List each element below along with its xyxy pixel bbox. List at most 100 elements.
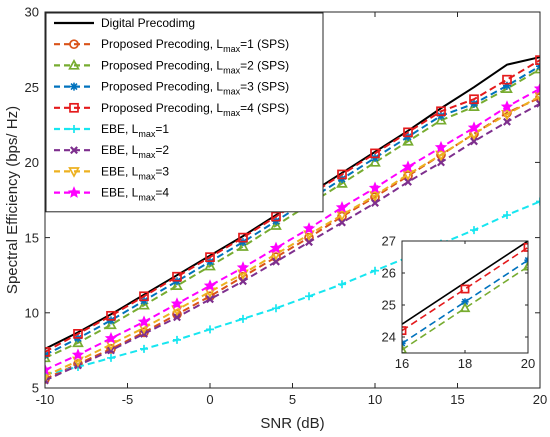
legend-box — [45, 12, 324, 213]
data-point-s5-12 — [403, 127, 413, 138]
data-point-s6-6 — [206, 325, 214, 334]
legend-text-subscript: max — [138, 129, 156, 139]
data-point-s4-3 — [522, 260, 528, 271]
legend-text-subscript: max — [223, 87, 241, 97]
data-point-s7-13 — [437, 158, 445, 167]
legend-text-main: Proposed Precoding, L — [101, 58, 223, 72]
data-point-s5-10 — [337, 169, 347, 180]
x-tick-label: 15 — [450, 392, 464, 407]
legend-text-main: EBE, L — [101, 122, 139, 136]
data-point-s6-16 — [536, 197, 540, 206]
legend-label-5: Proposed Precoding, Lmax=4 (SPS) — [101, 101, 289, 118]
series-line-4 — [402, 265, 528, 351]
data-point-s6-5 — [173, 335, 181, 344]
data-point-s6-11 — [371, 266, 379, 275]
x-tick-label: 20 — [521, 356, 535, 371]
data-point-s7-10 — [338, 218, 346, 227]
series-line-1 — [402, 241, 528, 325]
legend-text-suffix: =3 (SPS) — [240, 80, 289, 94]
data-point-s7-8 — [272, 257, 280, 266]
data-point-s9-11 — [368, 181, 382, 194]
x-tick-label: 5 — [289, 392, 296, 407]
series-line-7 — [45, 102, 540, 382]
y-tick-label: 27 — [382, 233, 396, 248]
data-point-s9-13 — [434, 140, 448, 153]
legend-text-main: Proposed Precoding, L — [101, 101, 223, 115]
legend-text-suffix: =2 — [155, 143, 169, 157]
data-point-s9-14 — [467, 121, 481, 134]
data-point-s5-3 — [106, 310, 116, 321]
legend-marker-2 — [69, 39, 79, 50]
data-point-s9-12 — [401, 160, 415, 173]
data-point-s2-3 — [523, 242, 528, 252]
y-axis-label: Spectral Efficiency (bps/ Hz) — [4, 106, 21, 294]
x-tick-label: 10 — [368, 392, 382, 407]
legend-text-suffix: =1 (SPS) — [240, 37, 289, 51]
legend-marker-3 — [68, 59, 80, 70]
y-tick-label: 5 — [32, 381, 39, 396]
legend-label-3: Proposed Precoding, Lmax=2 (SPS) — [101, 58, 289, 75]
data-point-s9-15 — [500, 100, 514, 113]
series-group — [402, 241, 528, 353]
legend-label-2: Proposed Precoding, Lmax=1 (SPS) — [101, 37, 289, 54]
data-point-s7-6 — [206, 295, 214, 304]
legend-text-suffix: =2 (SPS) — [240, 58, 289, 72]
data-point-s5-13 — [436, 106, 446, 117]
data-point-s3-7 — [237, 240, 249, 251]
plot-area — [402, 241, 528, 353]
data-point-s3-5 — [171, 279, 183, 290]
data-point-s6-14 — [470, 226, 478, 235]
data-point-s3-10 — [336, 177, 348, 188]
data-point-s6-9 — [305, 292, 313, 301]
data-point-s8-10 — [336, 210, 348, 222]
data-point-s2-2 — [460, 284, 470, 294]
inset-plot: 16 18 20 24 25 26 27 — [382, 233, 536, 371]
data-point-s7-14 — [470, 137, 478, 146]
data-point-s7-5 — [173, 313, 181, 322]
data-point-s7-11 — [371, 199, 379, 207]
legend-label-7: EBE, Lmax=2 — [101, 143, 169, 160]
data-point-s7-15 — [503, 117, 511, 126]
data-point-s6-7 — [239, 314, 247, 323]
x-tick-label: 20 — [533, 392, 547, 407]
legend-marker-5 — [69, 102, 79, 113]
data-point-s9-16 — [533, 82, 540, 94]
data-point-s9-6 — [203, 279, 217, 291]
data-point-s9-2 — [71, 348, 85, 361]
legend-text-subscript: max — [138, 193, 156, 203]
legend-label-1: Digital Precodimg — [101, 16, 195, 30]
y-tick-label: 26 — [382, 265, 396, 280]
series-line-9 — [45, 87, 540, 371]
y-tick-label: 25 — [25, 80, 39, 95]
x-tick-label: -5 — [122, 392, 134, 407]
legend-marker-7 — [70, 146, 78, 155]
legend-text-subscript: max — [223, 44, 241, 54]
legend-text-main: Digital Precodimg — [101, 16, 195, 30]
series-line-3 — [402, 259, 528, 345]
y-tick-label: 15 — [25, 230, 39, 245]
data-point-s7-9 — [305, 238, 313, 247]
legend-text-subscript: max — [138, 150, 156, 160]
data-point-s7-7 — [239, 277, 247, 286]
data-point-s4-1 — [402, 343, 408, 353]
data-point-s5-7 — [238, 232, 248, 243]
data-point-s6-4 — [140, 344, 148, 353]
series-group — [45, 55, 540, 385]
data-point-s9-9 — [302, 222, 316, 234]
y-tick-label: 24 — [382, 329, 396, 344]
data-point-s3-6 — [204, 259, 216, 271]
legend-text-main: Proposed Precoding, L — [101, 80, 223, 94]
data-point-s3-3 — [105, 318, 117, 330]
data-point-s8-11 — [369, 191, 381, 202]
data-point-s8-15 — [501, 110, 513, 121]
data-point-s5-5 — [172, 271, 182, 282]
legend-marker-6 — [70, 125, 78, 133]
x-tick-label: 18 — [458, 356, 472, 371]
data-point-s3-8 — [270, 219, 282, 230]
data-point-s9-1 — [45, 363, 52, 376]
legend-marker-4 — [70, 82, 78, 91]
data-point-s5-8 — [271, 211, 281, 222]
data-point-s5-4 — [139, 291, 149, 302]
data-point-s3-12 — [402, 134, 414, 146]
